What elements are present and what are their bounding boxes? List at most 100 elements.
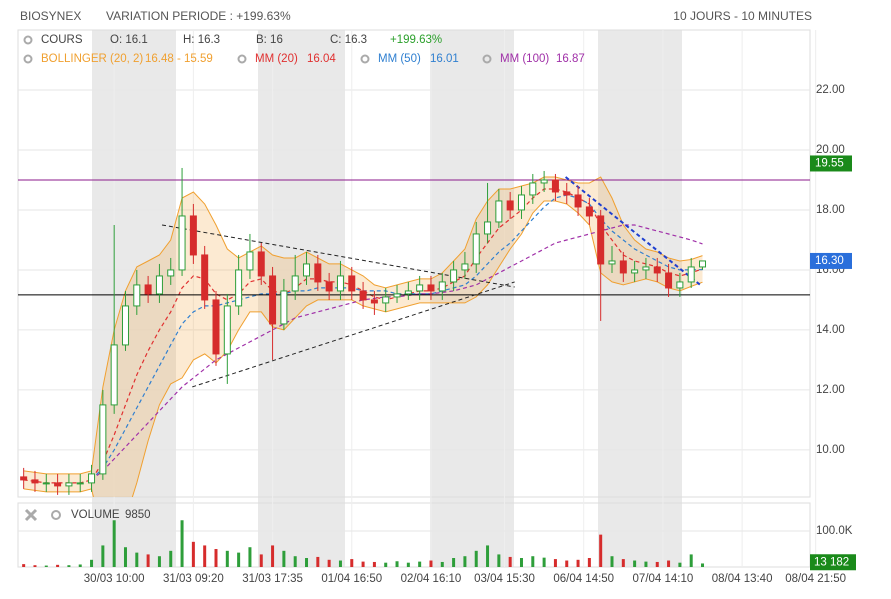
volume-bar — [101, 545, 105, 567]
candle-body — [167, 269, 175, 277]
volume-bar — [384, 562, 388, 567]
candle-body — [563, 191, 571, 196]
day-band — [430, 30, 514, 567]
day-bands — [92, 30, 682, 567]
candle-body — [246, 251, 254, 271]
volume-bar — [338, 560, 342, 567]
volume-bar — [282, 550, 286, 567]
gear-icon[interactable] — [360, 54, 370, 64]
y-tick-label: 10.00 — [816, 444, 845, 456]
candle-body — [42, 482, 50, 485]
price-label-box — [810, 155, 852, 172]
legend-ma: MM (100) — [500, 53, 549, 65]
volume-bar — [474, 550, 478, 567]
candle-body — [280, 290, 288, 325]
volume-bar — [203, 545, 207, 567]
volume-bar — [56, 564, 60, 567]
candle-body — [155, 275, 163, 295]
gear-icon[interactable] — [23, 54, 33, 64]
volume-bar — [553, 559, 557, 567]
candle-body — [619, 260, 627, 274]
volume-bar — [497, 554, 501, 567]
candle-body — [291, 275, 299, 292]
candle-body — [257, 251, 265, 277]
volume-bar — [214, 549, 218, 567]
volume-plot — [22, 520, 705, 567]
legend-change: +199.63% — [390, 34, 442, 46]
volume-bar — [67, 565, 71, 567]
candle-body — [359, 290, 367, 301]
candle-body — [608, 260, 616, 265]
candle-body — [574, 194, 582, 208]
volume-bar — [225, 550, 229, 567]
gear-icon[interactable] — [237, 54, 247, 64]
volume-bar — [508, 556, 512, 567]
volume-bar — [463, 556, 467, 567]
candle-body — [506, 200, 514, 211]
volume-value: 9850 — [125, 509, 151, 521]
candle-body — [665, 272, 673, 289]
volume-bar — [372, 561, 376, 567]
volume-frame — [17, 502, 811, 568]
volume-bar — [259, 554, 263, 567]
moving-average — [91, 194, 703, 481]
candle-body — [223, 305, 231, 355]
gear-icons[interactable] — [23, 35, 492, 522]
axes: 10.0012.0014.0016.0018.0020.0022.0030/03… — [84, 84, 856, 585]
candle-body — [631, 269, 639, 274]
volume-bar — [418, 561, 422, 567]
volume-bar — [305, 558, 309, 567]
gear-icon[interactable] — [23, 35, 33, 45]
candle-body — [121, 305, 129, 346]
candle-body — [303, 263, 311, 277]
legend-high: H: 16.3 — [183, 34, 220, 46]
gear-icon[interactable] — [51, 510, 61, 520]
volume-bar — [112, 520, 116, 567]
candle-body — [472, 233, 480, 265]
candle-body — [699, 260, 707, 268]
price-label: 16.30 — [815, 255, 844, 267]
volume-bar — [146, 554, 150, 567]
close-icon[interactable] — [24, 508, 38, 522]
volume-bar — [531, 556, 535, 567]
volume-title: VOLUME — [71, 509, 120, 521]
candle-body — [370, 299, 378, 304]
candle-body — [540, 179, 548, 184]
price-label-box — [810, 252, 852, 269]
candle-body — [597, 215, 605, 265]
y-tick-label: 22.00 — [816, 84, 845, 96]
candle-body — [450, 269, 458, 283]
candle-body — [438, 281, 446, 292]
volume-bar — [395, 561, 399, 567]
volume-bar — [157, 556, 161, 567]
volume-bar — [180, 520, 184, 567]
legend-cours: COURS — [41, 34, 83, 46]
gear-icon[interactable] — [482, 54, 492, 64]
candle-body — [427, 284, 435, 292]
volume-bar — [316, 556, 320, 567]
candle-body — [201, 254, 209, 301]
trend-line — [564, 176, 701, 286]
day-band — [598, 30, 682, 567]
candle-body — [687, 266, 695, 283]
volume-bar — [90, 559, 94, 567]
legend-ma-value: 16.87 — [556, 53, 585, 65]
volume-bar — [610, 556, 614, 567]
volume-bar — [599, 534, 603, 567]
candle-body — [178, 215, 186, 271]
candle-body — [54, 482, 62, 487]
x-tick-label: 07/04 14:10 — [633, 573, 694, 585]
volume-bar — [123, 547, 127, 567]
volume-bar — [701, 563, 705, 567]
candle-body — [31, 479, 39, 484]
x-tick-label: 30/03 10:00 — [84, 573, 145, 585]
volume-bar — [271, 545, 275, 567]
volume-bar — [576, 559, 580, 567]
candle-body — [144, 284, 152, 295]
candle-body — [133, 284, 141, 307]
candle-body — [110, 344, 118, 406]
candle-body — [551, 179, 559, 193]
candle-body — [416, 284, 424, 292]
candle-body — [585, 206, 593, 217]
period: 10 JOURS - 10 MINUTES — [673, 9, 812, 23]
